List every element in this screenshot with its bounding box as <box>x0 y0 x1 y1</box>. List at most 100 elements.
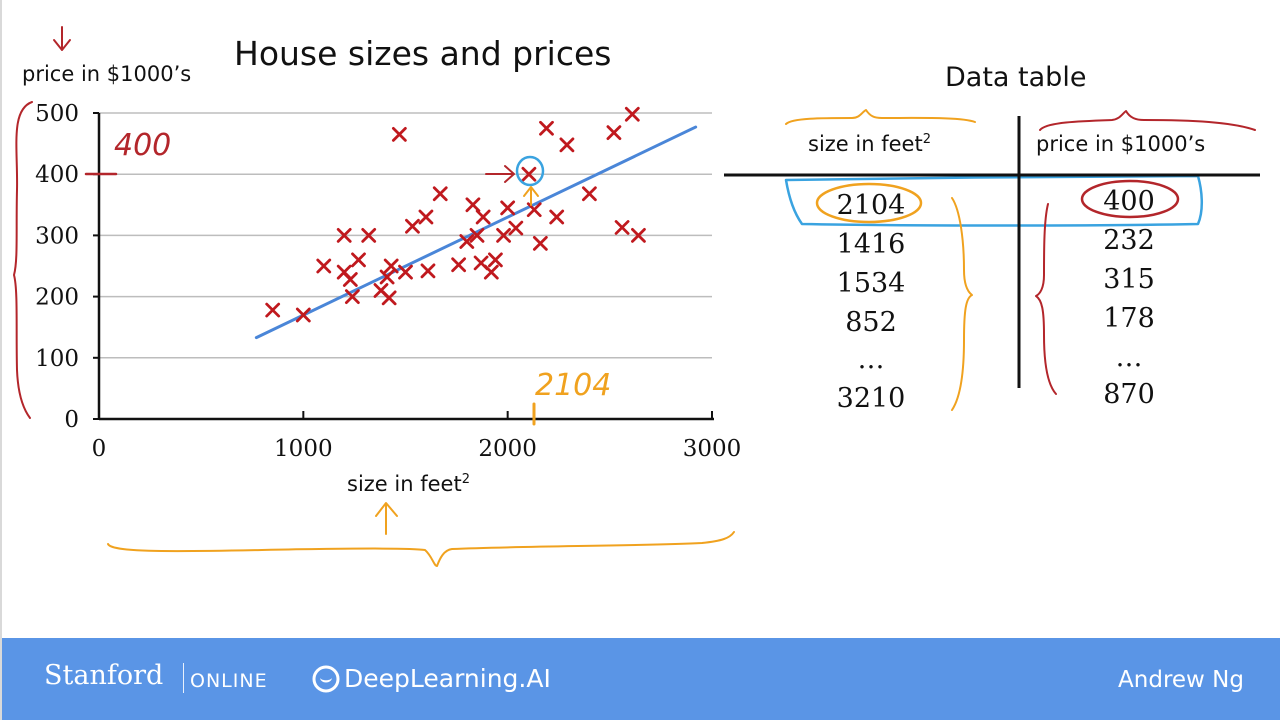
footer-bar: Stanford ONLINE DeepLearning.AI Andrew N… <box>2 638 1280 720</box>
table-header-size-superscript: 2 <box>922 132 931 147</box>
ink-box-first-row <box>784 174 1203 227</box>
ink-oval-2104 <box>815 182 923 224</box>
y-axis-label: price in $1000’s <box>22 62 192 86</box>
table-cell-size: 1534 <box>836 268 906 299</box>
data-point <box>496 228 511 243</box>
data-point <box>351 252 366 268</box>
ink-text-400: 400 <box>114 128 171 163</box>
data-point <box>336 228 352 243</box>
table-header-price: price in $1000’s <box>1036 132 1206 156</box>
y-tick-label: 300 <box>35 223 79 249</box>
table-title: Data table <box>945 62 1087 93</box>
data-point <box>265 302 281 318</box>
data-point <box>432 186 448 202</box>
table-header-size: size in feet2 <box>808 132 931 156</box>
x-tick-label: 0 <box>92 436 107 462</box>
data-point <box>379 269 395 285</box>
data-point <box>508 220 524 236</box>
data-point <box>342 272 358 287</box>
data-point <box>361 228 377 243</box>
stanford-logo-text: Stanford <box>44 660 164 691</box>
data-point <box>559 137 575 153</box>
table-cell-price: 315 <box>1103 264 1155 295</box>
data-point <box>469 228 485 243</box>
data-point <box>475 209 491 225</box>
ink-text-2104: 2104 <box>535 368 611 403</box>
ink-brace-table-price <box>1039 110 1256 131</box>
table-cell-price: 400 <box>1103 186 1155 217</box>
deeplearning-logo-icon <box>312 665 340 693</box>
data-point <box>532 235 548 251</box>
data-point <box>383 258 399 274</box>
table-header-size-text: size in feet <box>808 132 923 156</box>
data-point <box>631 228 646 243</box>
data-point <box>381 290 397 306</box>
data-point <box>316 258 332 274</box>
ink-oval-400 <box>1080 179 1180 219</box>
scatter-plot: 0 100 200 300 400 500 0 1000 2000 3000 <box>13 26 1260 567</box>
data-point <box>344 289 360 304</box>
y-tick-label: 500 <box>35 101 79 127</box>
y-tick-label: 0 <box>64 407 79 433</box>
data-point <box>614 220 630 235</box>
ink-brace-column-price <box>1035 203 1057 395</box>
x-axis-label: size in feet2 <box>347 472 470 496</box>
data-point <box>526 202 542 218</box>
data-point <box>582 186 597 202</box>
data-point <box>459 234 475 249</box>
data-point <box>539 120 554 136</box>
table-cell-size: 1416 <box>836 229 906 260</box>
ink-brace-column-size <box>951 197 973 411</box>
table-lines <box>724 116 1260 388</box>
table-cell-size: 2104 <box>836 190 906 221</box>
data-point <box>488 252 503 268</box>
deeplearning-logo-text: DeepLearning.AI <box>344 664 551 693</box>
table-cell-size: 3210 <box>836 383 906 414</box>
data-point <box>391 127 407 142</box>
tick-labels: 0 100 200 300 400 500 0 1000 2000 3000 <box>35 101 741 462</box>
handwritten-annotations: 400 2104 <box>13 26 1256 567</box>
ink-circle-point <box>515 155 545 187</box>
axes <box>93 112 714 421</box>
y-tick-label: 200 <box>35 285 79 311</box>
table-cell-price: 232 <box>1103 225 1155 256</box>
data-point <box>405 218 420 234</box>
x-tick-label: 1000 <box>274 436 333 462</box>
fit-line-group <box>254 125 698 340</box>
table-cell-size: 852 <box>845 307 897 338</box>
ink-brace-table-size <box>785 109 976 125</box>
table-cell-price: 870 <box>1103 379 1155 410</box>
chart-title: House sizes and prices <box>234 34 612 73</box>
x-tick-label: 3000 <box>683 436 742 462</box>
table-cell-price: … <box>1115 342 1143 373</box>
author-name: Andrew Ng <box>1118 667 1244 693</box>
x-axis-label-superscript: 2 <box>461 472 470 487</box>
x-axis-label-text: size in feet <box>347 472 462 496</box>
data-point <box>398 264 413 280</box>
y-tick-label: 400 <box>35 162 79 188</box>
data-point <box>420 263 436 279</box>
ink-brace-y-axis <box>13 101 33 419</box>
data-points <box>265 106 646 323</box>
data-point <box>451 257 467 273</box>
data-point <box>295 307 311 323</box>
ink-arrow-down-ylabel <box>53 26 71 51</box>
ink-brace-x-axis <box>107 531 735 567</box>
table-cell-size: … <box>857 344 885 375</box>
data-point <box>521 166 537 182</box>
ink-arrow-to-point <box>485 165 515 183</box>
online-logo-text: ONLINE <box>190 670 268 692</box>
y-tick-label: 100 <box>35 346 79 372</box>
data-point <box>418 209 434 225</box>
fit-line <box>254 125 698 340</box>
logo-divider <box>183 663 184 693</box>
ink-arrow-up-xlabel <box>375 502 398 535</box>
data-point <box>549 209 565 225</box>
data-point <box>483 264 499 280</box>
data-point <box>606 125 622 140</box>
ink-arrow-up-to-point <box>523 186 539 206</box>
table-cell-price: 178 <box>1103 303 1155 334</box>
x-tick-label: 2000 <box>478 436 537 462</box>
data-point <box>500 200 516 216</box>
